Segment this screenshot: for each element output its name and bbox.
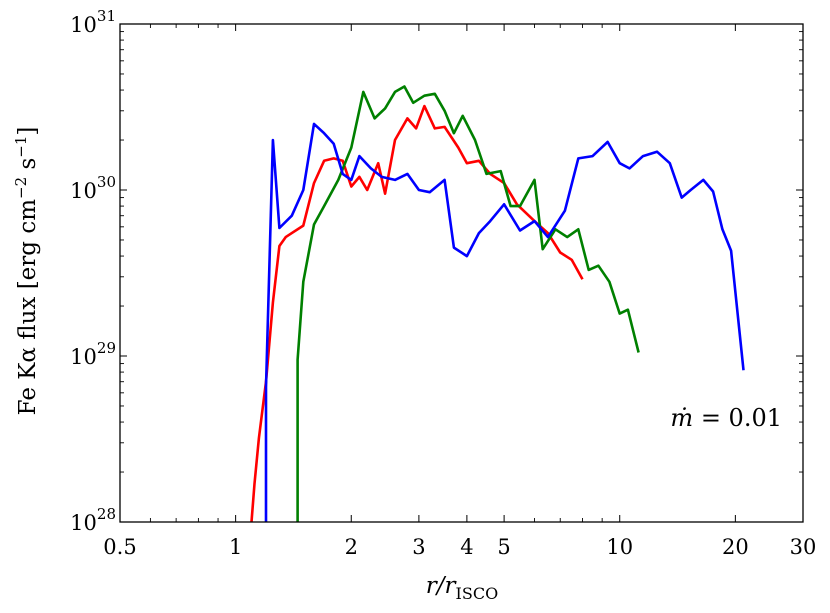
annotation-mdot: ṁ = 0.01 xyxy=(670,404,782,432)
x-tick-label: 10 xyxy=(606,535,633,559)
x-tick-label: 2 xyxy=(345,535,358,559)
y-tick-label: 1031 xyxy=(70,7,116,37)
x-tick-label: 30 xyxy=(790,535,817,559)
series-line-1 xyxy=(250,104,584,523)
plot-frame xyxy=(119,23,804,523)
x-tick-label: 5 xyxy=(497,535,510,559)
series-line-3 xyxy=(264,122,745,522)
x-tick-label: 20 xyxy=(722,535,749,559)
x-tick-label: 1 xyxy=(229,535,242,559)
axis-tick-labels: 0.5 1 2 3 4 5 10 20 30 1028 1029 1030 1031 xyxy=(70,7,816,559)
y-axis-label: Fe Kα flux [erg cm−2 s−1] xyxy=(12,127,41,416)
x-axis-label: r/rISCO xyxy=(426,573,498,603)
y-tick-label: 1029 xyxy=(70,339,116,369)
x-tick-label: 0.5 xyxy=(103,535,136,559)
y-tick-label: 1028 xyxy=(70,505,116,535)
series-lines xyxy=(250,85,745,523)
y-tick-label: 1030 xyxy=(70,173,116,203)
axis-ticks xyxy=(119,23,804,523)
x-tick-label: 3 xyxy=(412,535,425,559)
series-line-2 xyxy=(296,85,640,522)
x-tick-label: 4 xyxy=(460,535,473,559)
